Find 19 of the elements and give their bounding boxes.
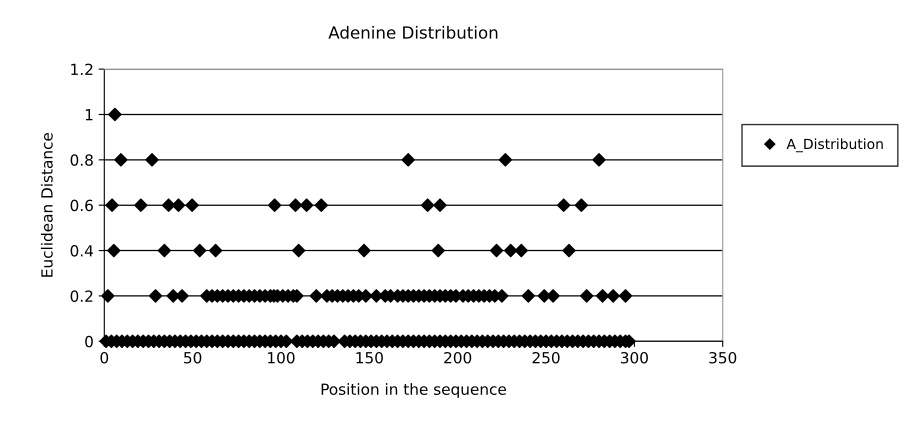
x-tick-label: 50 xyxy=(184,352,202,364)
y-tick-label: 0.6 xyxy=(70,200,93,212)
x-tick-label: 100 xyxy=(268,352,295,364)
chart-title: Adenine Distribution xyxy=(328,26,498,39)
x-tick-label: 0 xyxy=(100,352,108,364)
x-tick-label: 350 xyxy=(709,352,736,364)
y-tick-label: 1 xyxy=(86,109,92,120)
x-tick-label: 200 xyxy=(444,352,472,364)
y-tick-label: 0.8 xyxy=(70,154,93,166)
y-tick-label: 0 xyxy=(85,336,93,348)
y-axis-title: Euclidean Distance xyxy=(40,133,53,277)
y-tick-label: 0.4 xyxy=(70,245,94,257)
x-tick-label: 300 xyxy=(620,352,648,364)
x-tick-label: 250 xyxy=(532,352,560,364)
y-tick-label: 0.2 xyxy=(70,290,92,302)
x-tick-label: 150 xyxy=(356,352,383,364)
x-axis-title: Position in the sequence xyxy=(322,383,506,398)
y-tick-label: 1.2 xyxy=(71,64,92,75)
legend-label: A_Distribution xyxy=(786,138,883,152)
